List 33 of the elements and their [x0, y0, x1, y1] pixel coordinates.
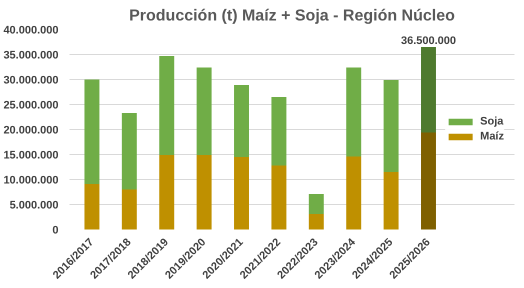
bar — [159, 56, 174, 155]
bar — [346, 156, 362, 230]
y-tick-label: 40.000.000 — [3, 24, 59, 36]
bar — [421, 132, 436, 230]
bar — [346, 68, 362, 156]
bar — [196, 155, 212, 230]
y-tick-label: 5.000.000 — [10, 200, 58, 212]
bar — [122, 113, 137, 190]
y-tick-label: 30.000.000 — [3, 74, 59, 86]
bar — [234, 85, 249, 157]
y-tick-label: 15.000.000 — [3, 150, 59, 162]
y-tick-label: 25.000.000 — [3, 100, 59, 112]
bar — [308, 194, 324, 214]
y-tick-label: 20.000.000 — [3, 124, 59, 136]
bar — [384, 80, 399, 172]
bar — [84, 184, 100, 230]
bar — [196, 68, 212, 155]
y-tick-label: 10.000.000 — [3, 174, 59, 186]
bar — [271, 166, 286, 230]
bar — [384, 172, 399, 230]
total-label: 36.500.000 — [400, 35, 456, 47]
chart-title: Producción (t) Maíz + Soja - Región Núcleo — [129, 8, 456, 24]
y-tick-label: 35.000.000 — [3, 50, 59, 62]
legend-label: Soja — [480, 116, 504, 128]
bar — [421, 47, 436, 132]
legend-label: Maíz — [480, 130, 504, 142]
bar — [308, 214, 324, 230]
bar — [234, 157, 249, 230]
bar — [159, 155, 174, 230]
bar — [84, 80, 100, 184]
bar — [122, 190, 137, 230]
bar — [271, 97, 286, 166]
y-tick-label: 0 — [52, 224, 59, 236]
